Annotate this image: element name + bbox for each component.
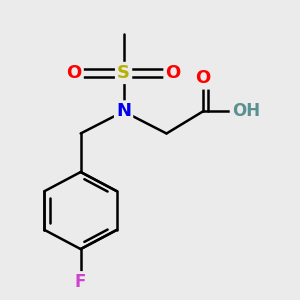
Text: N: N [116,103,131,121]
Text: O: O [166,64,181,82]
Text: S: S [117,64,130,82]
Text: OH: OH [232,103,260,121]
Text: O: O [66,64,82,82]
Text: F: F [75,273,86,291]
Text: O: O [195,69,211,87]
